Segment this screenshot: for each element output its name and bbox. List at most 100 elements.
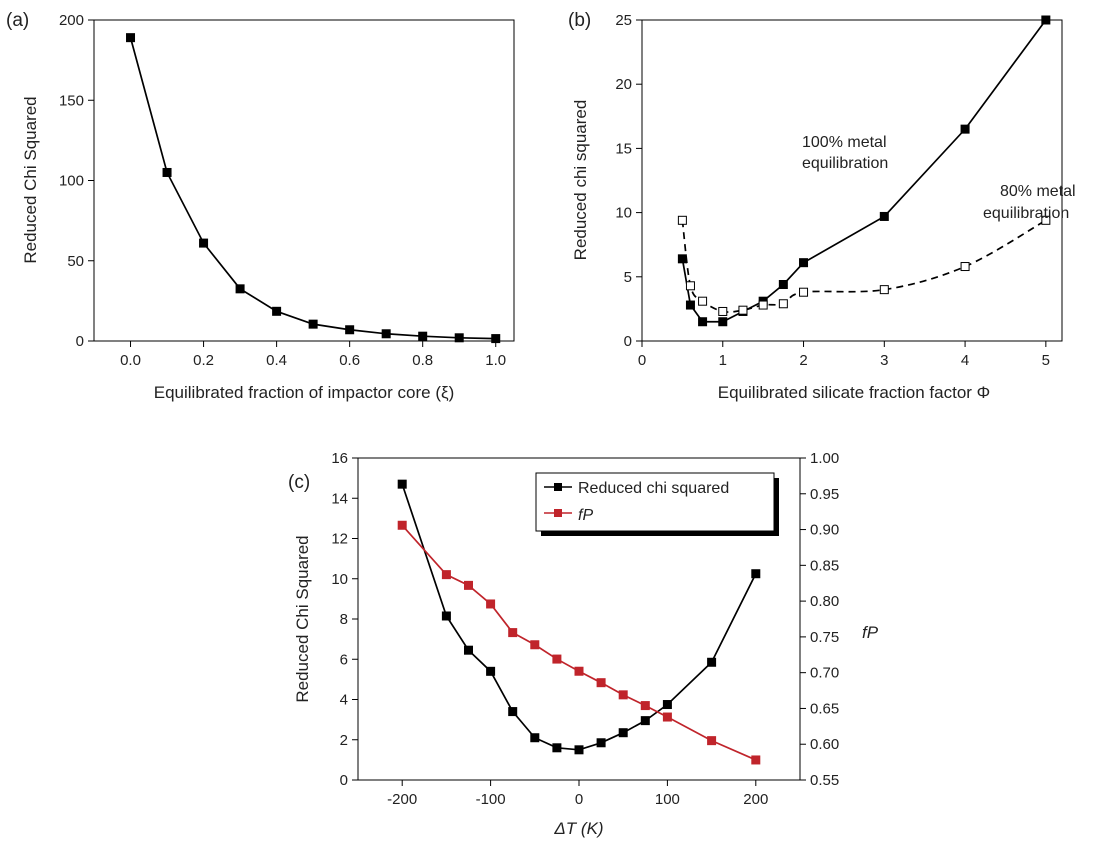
x-tick-label: 0.8: [412, 352, 433, 369]
y2-tick-label: 0.95: [810, 486, 839, 503]
y2-tick-label: 0.60: [810, 736, 839, 753]
y-tick-label: 12: [331, 531, 348, 548]
data-point: [685, 281, 695, 291]
y-tick-label: 14: [331, 490, 348, 507]
data-point: [574, 745, 584, 755]
data-point: [677, 254, 687, 264]
data-point: [397, 520, 407, 530]
x-tick-label: 200: [743, 791, 768, 808]
x-tick-label: -100: [476, 791, 506, 808]
data-point: [640, 701, 650, 711]
legend-box: [535, 472, 775, 532]
annotation-100-metal-line2: equilibration: [802, 155, 888, 172]
data-point: [618, 728, 628, 738]
data-point: [1041, 15, 1051, 25]
y2-tick-label: 0.65: [810, 700, 839, 717]
y-tick-label: 10: [331, 571, 348, 588]
panel-c-x-ticks: -200 -100 0 100 200: [387, 780, 768, 808]
y-tick-label: 25: [615, 12, 632, 29]
data-point: [879, 211, 889, 221]
data-point: [508, 628, 518, 638]
data-point: [698, 296, 708, 306]
data-point: [596, 678, 606, 688]
y2-tick-label: 0.55: [810, 772, 839, 789]
legend-label-fp: fP: [578, 507, 593, 524]
x-tick-label: 4: [961, 352, 969, 369]
y-tick-label: 200: [59, 12, 84, 29]
data-point: [662, 700, 672, 710]
panel-a-series: [126, 33, 501, 344]
data-point: [486, 666, 496, 676]
data-point: [698, 317, 708, 327]
data-point: [464, 580, 473, 590]
data-point: [491, 334, 501, 344]
data-point: [685, 300, 695, 310]
legend-label-chi: Reduced chi squared: [578, 480, 729, 497]
data-point: [960, 124, 970, 134]
data-point: [272, 306, 282, 316]
panel-a-label: (a): [6, 10, 29, 31]
legend-marker-chi: [554, 483, 562, 491]
y-tick-label: 150: [59, 92, 84, 109]
data-point: [441, 570, 451, 580]
data-point: [235, 284, 245, 294]
data-point: [1041, 215, 1051, 225]
y-tick-label: 16: [331, 450, 348, 467]
panel-c-label: (c): [288, 472, 310, 493]
y-tick-label: 0: [76, 333, 84, 350]
panel-b-y-ticks: 0 5 10 15 20 25: [615, 12, 642, 350]
y2-tick-label: 0.85: [810, 557, 839, 574]
data-point: [677, 215, 687, 225]
y2-tick-label: 0.70: [810, 665, 839, 682]
y-tick-label: 100: [59, 173, 84, 190]
y2-tick-label: 0.80: [810, 593, 839, 610]
data-point: [662, 712, 672, 722]
data-point: [345, 325, 355, 335]
panel-c-series: [397, 479, 761, 765]
y-tick-label: 6: [340, 651, 348, 668]
panel-a-y-label: Reduced Chi Squared: [21, 96, 40, 263]
data-point: [618, 690, 628, 700]
panel-b-label: (b): [568, 10, 591, 31]
y2-tick-label: 1.00: [810, 450, 839, 467]
data-point: [486, 599, 496, 609]
x-tick-label: 0: [575, 791, 583, 808]
data-point: [738, 305, 748, 315]
y-tick-label: 10: [615, 205, 632, 222]
x-tick-label: 0.0: [120, 352, 141, 369]
data-point: [707, 736, 717, 746]
panel-a-x-ticks: 0.0 0.2 0.4 0.6 0.8 1.0: [120, 341, 506, 369]
data-point: [530, 640, 540, 650]
x-tick-label: 100: [655, 791, 680, 808]
data-point: [464, 645, 473, 655]
x-tick-label: 0.2: [193, 352, 214, 369]
data-point: [126, 33, 136, 43]
panel-c-y2-label: fP: [862, 623, 879, 642]
legend-marker-fp: [554, 509, 562, 517]
x-tick-label: 1: [719, 352, 727, 369]
panel-b-series: [677, 15, 1051, 327]
x-tick-label: 0.4: [266, 352, 287, 369]
panel-b-x-label: Equilibrated silicate fraction factor Φ: [718, 383, 990, 402]
data-point: [596, 738, 606, 748]
annotation-100-metal-line1: 100% metal: [802, 134, 887, 151]
y-tick-label: 0: [340, 772, 348, 789]
x-tick-label: 0: [638, 352, 646, 369]
data-point: [799, 287, 809, 297]
panel-c-y2-ticks: 0.55 0.60 0.65 0.70 0.75 0.80 0.85 0.90 0.95 1.00: [800, 450, 839, 789]
panel-b-y-label: Reduced chi squared: [571, 100, 590, 261]
x-tick-label: -200: [387, 791, 417, 808]
data-point: [574, 666, 584, 676]
y2-tick-label: 0.75: [810, 629, 839, 646]
data-point: [454, 333, 464, 343]
x-tick-label: 3: [880, 352, 888, 369]
x-tick-label: 1.0: [485, 352, 506, 369]
y-tick-label: 8: [340, 611, 348, 628]
x-tick-label: 5: [1042, 352, 1050, 369]
panel-b-x-ticks: 0 1 2 3 4 5: [638, 341, 1050, 369]
panel-c-legend: Reduced chi squared fP: [535, 472, 779, 536]
data-point: [718, 317, 728, 327]
data-point: [758, 300, 768, 310]
